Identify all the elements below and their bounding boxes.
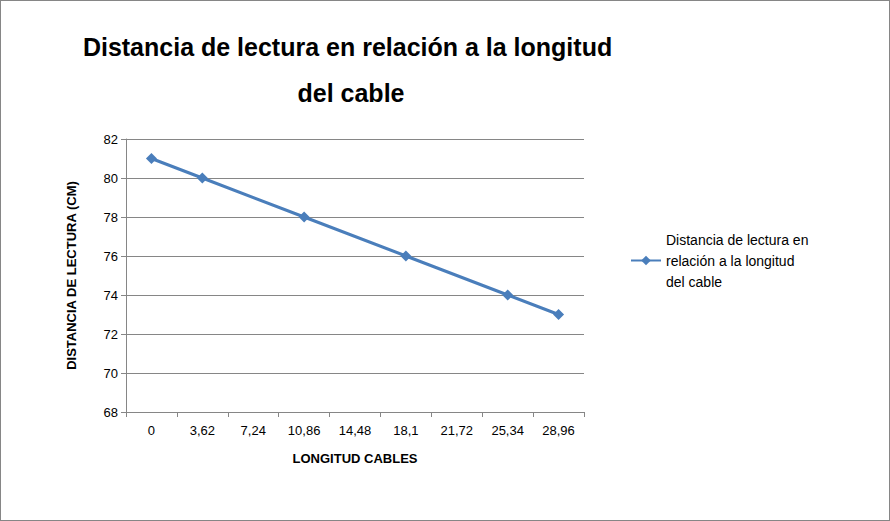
svg-text:Distancia de lectura en relaci: Distancia de lectura en relación a la lo…	[83, 33, 619, 61]
svg-text:80: 80	[104, 171, 118, 186]
svg-text:del cable: del cable	[298, 79, 405, 107]
svg-text:28,96: 28,96	[542, 423, 575, 438]
svg-text:10,86: 10,86	[288, 423, 321, 438]
svg-text:3,62: 3,62	[190, 423, 215, 438]
svg-text:25,34: 25,34	[491, 423, 524, 438]
svg-text:74: 74	[104, 288, 118, 303]
svg-text:72: 72	[104, 327, 118, 342]
svg-text:7,24: 7,24	[241, 423, 266, 438]
svg-text:0: 0	[148, 423, 155, 438]
svg-text:relación a la longitud: relación a la longitud	[666, 253, 798, 269]
svg-text:68: 68	[104, 405, 118, 420]
svg-text:18,1: 18,1	[393, 423, 418, 438]
svg-text:14,48: 14,48	[339, 423, 372, 438]
svg-text:21,72: 21,72	[441, 423, 474, 438]
svg-text:78: 78	[104, 210, 118, 225]
svg-text:LONGITUD CABLES: LONGITUD CABLES	[293, 451, 418, 466]
svg-text:82: 82	[104, 132, 118, 147]
svg-text:70: 70	[104, 366, 118, 381]
svg-text:Distancia de lectura en: Distancia de lectura en	[666, 232, 812, 248]
svg-text:DISTANCIA DE LECTURA (CM): DISTANCIA DE LECTURA (CM)	[64, 181, 79, 370]
svg-text:76: 76	[104, 249, 118, 264]
svg-text:del cable: del cable	[666, 274, 722, 290]
